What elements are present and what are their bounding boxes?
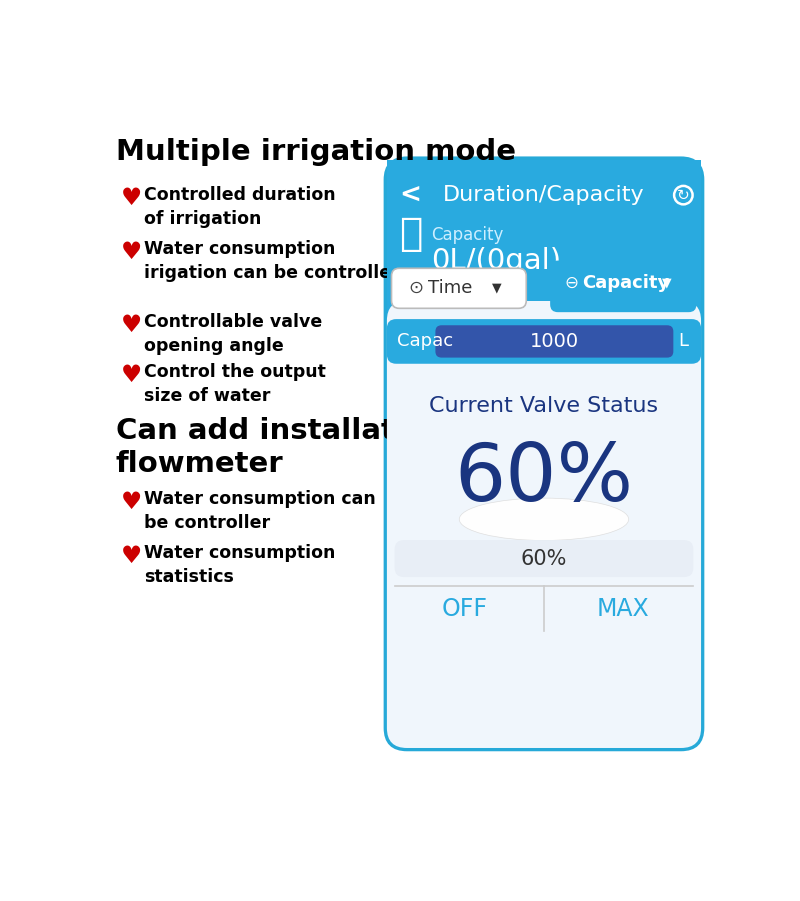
Text: MAX: MAX xyxy=(597,596,650,621)
Ellipse shape xyxy=(459,498,629,541)
Text: Can add installation
flowmeter: Can add installation flowmeter xyxy=(116,417,446,478)
Ellipse shape xyxy=(459,498,629,541)
Ellipse shape xyxy=(473,514,615,541)
Text: ⧗: ⧗ xyxy=(399,214,422,252)
FancyBboxPatch shape xyxy=(435,325,674,358)
Text: ♥: ♥ xyxy=(121,313,142,337)
Text: Controllable valve
opening angle: Controllable valve opening angle xyxy=(144,313,322,355)
Text: OFF: OFF xyxy=(442,596,488,621)
Text: 0L/(0gal): 0L/(0gal) xyxy=(431,247,562,275)
Text: Duration/Capacity: Duration/Capacity xyxy=(443,185,645,205)
Text: Capac: Capac xyxy=(397,332,453,350)
Text: Capacity: Capacity xyxy=(431,226,504,244)
Text: 60%: 60% xyxy=(454,441,634,518)
Text: ♥: ♥ xyxy=(121,363,142,387)
Text: ♥: ♥ xyxy=(121,490,142,514)
Ellipse shape xyxy=(469,510,619,541)
FancyBboxPatch shape xyxy=(387,301,701,748)
Ellipse shape xyxy=(467,507,621,541)
FancyBboxPatch shape xyxy=(386,159,702,750)
Text: Water consumption can
be controller: Water consumption can be controller xyxy=(144,490,376,532)
Text: ▼: ▼ xyxy=(492,282,502,295)
FancyBboxPatch shape xyxy=(391,268,526,308)
Text: ♥: ♥ xyxy=(121,186,142,210)
Ellipse shape xyxy=(463,503,625,541)
Ellipse shape xyxy=(465,505,623,541)
Text: 60%: 60% xyxy=(521,549,567,569)
Text: Water consumption
statistics: Water consumption statistics xyxy=(144,544,336,587)
Text: Time: Time xyxy=(429,279,473,297)
Text: Multiple irrigation mode: Multiple irrigation mode xyxy=(116,138,516,166)
Text: ↻: ↻ xyxy=(677,187,690,203)
Text: ♥: ♥ xyxy=(121,544,142,568)
Text: Control the output
size of water: Control the output size of water xyxy=(144,363,326,405)
FancyBboxPatch shape xyxy=(550,260,697,312)
Text: 1000: 1000 xyxy=(530,332,579,350)
Text: ♥: ♥ xyxy=(121,240,142,264)
Bar xyxy=(387,159,701,301)
Ellipse shape xyxy=(471,512,617,541)
FancyBboxPatch shape xyxy=(387,319,701,364)
Text: Controlled duration
of irrigation: Controlled duration of irrigation xyxy=(144,186,336,228)
FancyBboxPatch shape xyxy=(394,540,694,577)
Text: L: L xyxy=(678,332,689,350)
Text: Water consumption
irigation can be controller: Water consumption irigation can be contr… xyxy=(144,240,400,282)
Text: ⊖: ⊖ xyxy=(564,274,578,292)
Text: ▼: ▼ xyxy=(662,276,671,289)
Text: <: < xyxy=(399,182,422,208)
Text: Current Valve Status: Current Valve Status xyxy=(430,396,658,416)
Text: Capacity: Capacity xyxy=(582,274,670,292)
Text: ⊙: ⊙ xyxy=(409,279,423,297)
Ellipse shape xyxy=(462,500,626,541)
